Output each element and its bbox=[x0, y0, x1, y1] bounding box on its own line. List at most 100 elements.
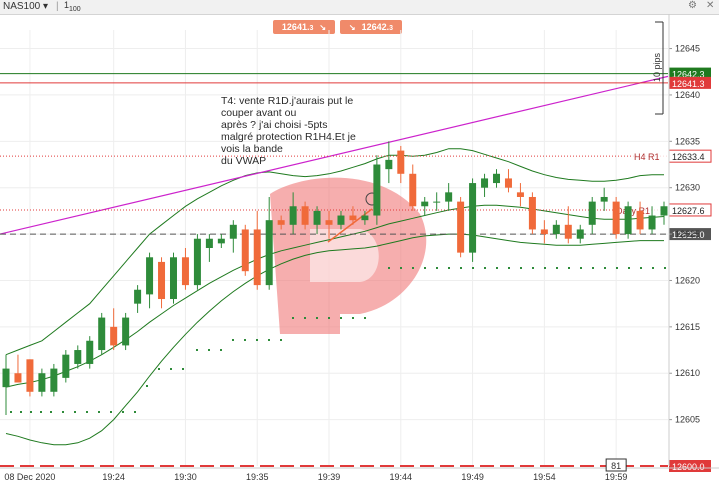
psar-dot bbox=[256, 339, 258, 341]
candle[interactable] bbox=[205, 234, 213, 262]
candle[interactable] bbox=[122, 312, 130, 351]
candle[interactable] bbox=[50, 363, 58, 397]
candle[interactable] bbox=[253, 210, 261, 290]
candle[interactable] bbox=[624, 201, 632, 239]
psar-dot bbox=[352, 317, 354, 319]
annotation-line: couper avant ou bbox=[221, 107, 297, 119]
pip-ruler-label: 10 pips bbox=[652, 52, 662, 82]
candle[interactable] bbox=[241, 224, 249, 276]
candle-body bbox=[14, 373, 22, 383]
bollinger-middle-line bbox=[5, 204, 665, 388]
candle[interactable] bbox=[134, 285, 142, 313]
candle[interactable] bbox=[600, 187, 608, 211]
psar-dot bbox=[556, 267, 558, 269]
candle[interactable] bbox=[26, 359, 34, 397]
psar-dot bbox=[532, 267, 534, 269]
candle[interactable] bbox=[564, 206, 572, 244]
candle[interactable] bbox=[229, 220, 237, 253]
symbol-label: NAS100 bbox=[3, 1, 41, 12]
candle[interactable] bbox=[110, 308, 118, 351]
candle[interactable] bbox=[481, 173, 489, 197]
candle[interactable] bbox=[146, 252, 154, 309]
candle-body bbox=[205, 238, 213, 248]
candle[interactable] bbox=[433, 192, 441, 211]
psar-dot bbox=[62, 411, 64, 413]
y-axis-label: 12630 bbox=[675, 183, 700, 193]
candle-body bbox=[624, 206, 632, 235]
candle[interactable] bbox=[576, 224, 584, 244]
candle[interactable] bbox=[265, 196, 273, 290]
sell-button[interactable]: 12641.3 ↘ bbox=[273, 20, 335, 34]
candle-body bbox=[62, 354, 70, 378]
candle[interactable] bbox=[193, 234, 201, 290]
candle-body bbox=[552, 224, 560, 235]
timeframe-label: 1 bbox=[64, 0, 70, 10]
candle[interactable] bbox=[277, 215, 285, 230]
pip-ruler: 10 pips bbox=[652, 21, 664, 115]
psar-dot bbox=[568, 267, 570, 269]
candle[interactable] bbox=[98, 312, 106, 355]
candle[interactable] bbox=[2, 354, 10, 415]
psar-dot bbox=[616, 267, 618, 269]
candle[interactable] bbox=[313, 206, 321, 235]
candle[interactable] bbox=[612, 196, 620, 239]
candle[interactable] bbox=[337, 210, 345, 230]
candle[interactable] bbox=[74, 345, 82, 369]
candle-body bbox=[74, 350, 82, 364]
candle[interactable] bbox=[660, 201, 668, 225]
candle[interactable] bbox=[397, 145, 405, 184]
candle[interactable] bbox=[421, 196, 429, 216]
titlebar-divider: | bbox=[56, 1, 59, 12]
symbol-selector[interactable]: NAS100 ▾ bbox=[3, 1, 48, 12]
candle[interactable] bbox=[38, 368, 46, 397]
x-axis-label: 19:54 bbox=[533, 472, 556, 482]
vwap-line bbox=[0, 75, 669, 235]
candle[interactable] bbox=[158, 257, 166, 309]
candle[interactable] bbox=[528, 192, 536, 235]
candle[interactable] bbox=[325, 210, 333, 239]
candle-body bbox=[588, 201, 596, 225]
candle[interactable] bbox=[217, 234, 225, 248]
psar-dot bbox=[508, 267, 510, 269]
candle[interactable] bbox=[169, 252, 177, 304]
candle[interactable] bbox=[636, 201, 644, 235]
candle[interactable] bbox=[648, 206, 656, 235]
buy-button[interactable]: ↘ 12642.3 bbox=[340, 20, 402, 34]
candle[interactable] bbox=[301, 201, 309, 230]
candle[interactable] bbox=[349, 206, 357, 225]
candle[interactable] bbox=[469, 178, 477, 262]
candle[interactable] bbox=[504, 169, 512, 193]
psar-dot bbox=[448, 267, 450, 269]
candle-body bbox=[540, 229, 548, 235]
y-axis-label: 12605 bbox=[675, 415, 700, 425]
candle[interactable] bbox=[62, 350, 70, 383]
chart-titlebar: NAS100 ▾ | 1100 ⚙ ✕ bbox=[0, 0, 719, 15]
close-icon[interactable]: ✕ bbox=[706, 0, 715, 11]
candle[interactable] bbox=[385, 141, 393, 184]
psar-dot bbox=[232, 339, 234, 341]
psar-dot bbox=[316, 317, 318, 319]
settings-icon[interactable]: ⚙ bbox=[688, 0, 697, 11]
candle[interactable] bbox=[86, 336, 94, 369]
candle[interactable] bbox=[588, 196, 596, 235]
candle-body bbox=[169, 257, 177, 300]
candle-body bbox=[265, 220, 273, 286]
y-axis-label: 12610 bbox=[675, 368, 700, 378]
candle[interactable] bbox=[445, 183, 453, 211]
candle[interactable] bbox=[361, 210, 369, 225]
candle[interactable] bbox=[289, 192, 297, 235]
candle[interactable] bbox=[493, 169, 501, 188]
candle[interactable] bbox=[552, 220, 560, 239]
candle[interactable] bbox=[457, 196, 465, 258]
candle[interactable] bbox=[373, 155, 381, 225]
psar-dot bbox=[340, 317, 342, 319]
candle[interactable] bbox=[14, 354, 22, 383]
timeframe-selector[interactable]: 1100 bbox=[64, 0, 81, 13]
y-axis-label: 12635 bbox=[675, 136, 700, 146]
candle[interactable] bbox=[181, 248, 189, 290]
candle[interactable] bbox=[409, 164, 417, 211]
y-axis-label: 12645 bbox=[675, 44, 700, 54]
candle[interactable] bbox=[540, 220, 548, 244]
candle[interactable] bbox=[516, 183, 524, 207]
